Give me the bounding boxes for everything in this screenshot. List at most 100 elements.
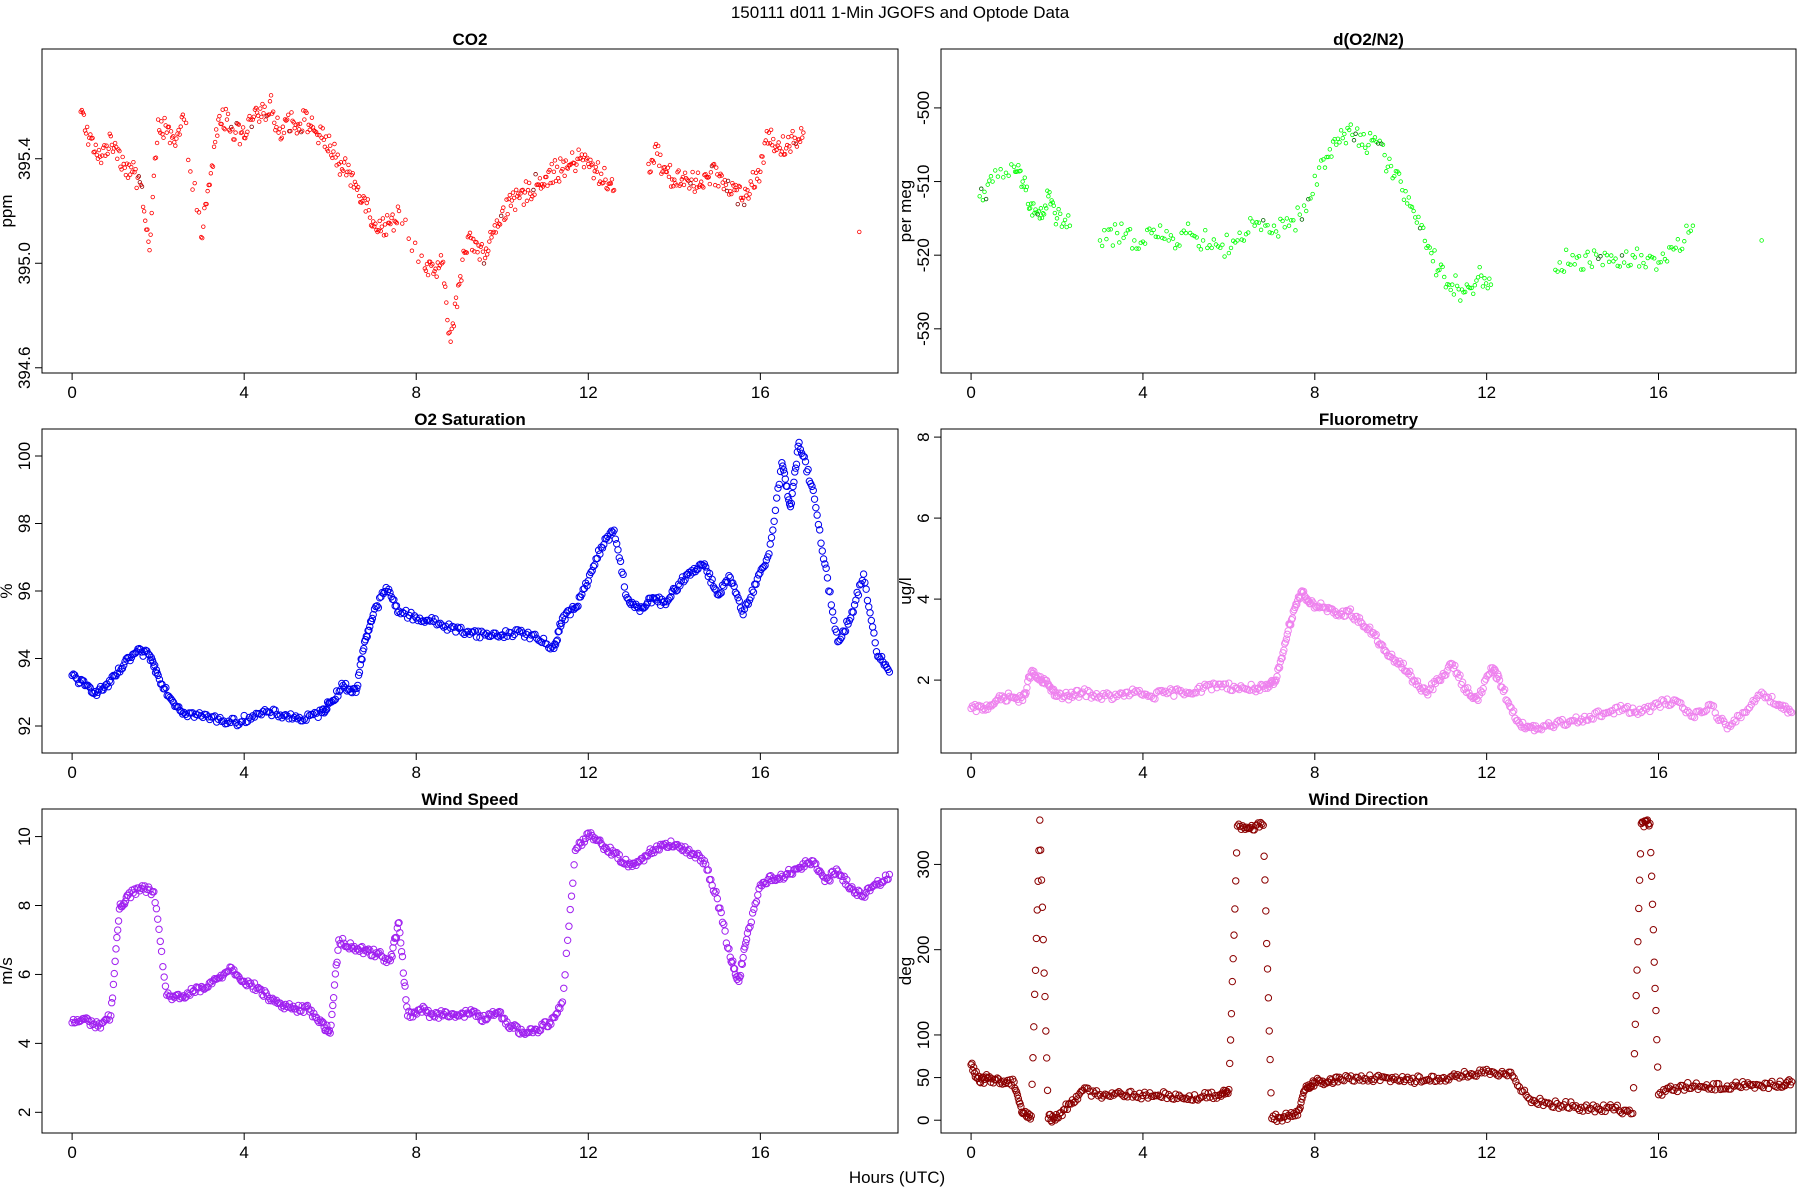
- data-point: [355, 668, 364, 677]
- data-point: [437, 263, 443, 268]
- y-tick-label: -500: [914, 91, 933, 125]
- data-point: [281, 130, 287, 136]
- data-point: [162, 115, 167, 121]
- data-point: [1773, 701, 1781, 710]
- data-point: [1414, 1072, 1422, 1080]
- data-point: [1190, 1091, 1199, 1099]
- data-point: [330, 696, 338, 705]
- data-point: [598, 544, 607, 552]
- data-point: [1322, 165, 1328, 170]
- data-point: [1369, 138, 1374, 143]
- x-tick-label: 12: [579, 383, 598, 402]
- data-point: [141, 209, 147, 214]
- data-point: [1456, 671, 1464, 679]
- data-point: [885, 668, 894, 676]
- data-point: [732, 187, 737, 193]
- x-tick-label: 4: [1138, 383, 1147, 402]
- data-point: [1410, 1079, 1419, 1087]
- data-point: [785, 142, 790, 148]
- data-point: [1293, 1111, 1302, 1119]
- data-point: [1271, 223, 1277, 228]
- data-point: [580, 838, 589, 846]
- data-point: [562, 609, 571, 617]
- data-point: [1587, 260, 1592, 265]
- data-point: [250, 117, 255, 122]
- data-point: [306, 122, 311, 128]
- data-point: [1232, 849, 1241, 857]
- data-point: [1019, 184, 1024, 190]
- data-point: [1329, 154, 1334, 159]
- data-point: [1649, 254, 1655, 260]
- data-point: [1711, 709, 1719, 717]
- plot-frame: [41, 48, 899, 374]
- data-point: [1613, 256, 1618, 261]
- data-point: [107, 131, 112, 137]
- data-point: [297, 121, 303, 127]
- data-point: [735, 597, 743, 605]
- data-point: [1462, 289, 1468, 295]
- data-point: [777, 145, 782, 151]
- data-point: [779, 462, 787, 470]
- data-point: [388, 221, 393, 227]
- data-point: [397, 939, 405, 947]
- data-point: [1473, 695, 1481, 703]
- data-point: [1142, 690, 1151, 699]
- data-point: [332, 141, 337, 147]
- data-point: [736, 183, 742, 189]
- data-point: [1594, 252, 1599, 257]
- data-point: [765, 141, 771, 146]
- data-point: [748, 179, 753, 184]
- data-point: [1022, 175, 1027, 180]
- data-point: [1440, 264, 1445, 270]
- data-point: [1282, 225, 1287, 230]
- data-point: [1682, 1083, 1690, 1091]
- data-point: [122, 165, 128, 170]
- data-point: [676, 582, 684, 590]
- data-point: [563, 936, 572, 945]
- data-point: [560, 984, 568, 992]
- data-point: [1061, 221, 1066, 226]
- data-point: [215, 133, 220, 138]
- data-point: [695, 170, 701, 175]
- data-point: [1296, 1103, 1304, 1112]
- data-point: [841, 627, 850, 635]
- data-point: [110, 969, 118, 978]
- data-point: [114, 926, 122, 934]
- data-point: [1025, 1110, 1034, 1119]
- data-point: [1656, 260, 1661, 265]
- data-point: [730, 965, 739, 973]
- data-point: [788, 489, 796, 498]
- data-point: [416, 259, 421, 264]
- scatter-series: [977, 122, 1764, 303]
- data-point: [384, 213, 390, 218]
- data-point: [1206, 1093, 1214, 1101]
- data-point: [1190, 232, 1195, 238]
- data-point: [248, 117, 253, 123]
- data-point: [1299, 587, 1308, 596]
- data-point: [183, 989, 192, 997]
- data-point: [400, 221, 405, 226]
- data-point: [1036, 846, 1045, 854]
- x-tick-label: 8: [1310, 383, 1319, 402]
- data-point: [1425, 686, 1433, 694]
- data-point: [178, 124, 183, 129]
- data-point: [569, 150, 575, 155]
- data-point: [1278, 654, 1286, 662]
- data-point: [610, 526, 618, 534]
- data-point: [179, 114, 184, 120]
- data-point: [591, 175, 596, 181]
- data-point: [399, 969, 408, 977]
- data-point: [1469, 285, 1474, 291]
- data-point: [1031, 966, 1040, 975]
- data-point: [731, 183, 736, 188]
- data-point: [1583, 253, 1588, 258]
- data-point: [188, 169, 193, 174]
- data-point: [333, 958, 341, 967]
- data-point: [359, 949, 368, 958]
- data-point: [295, 122, 301, 127]
- data-point: [251, 114, 257, 119]
- data-point: [1102, 228, 1107, 233]
- data-point: [729, 191, 734, 197]
- data-point: [826, 588, 834, 596]
- data-point: [544, 174, 549, 180]
